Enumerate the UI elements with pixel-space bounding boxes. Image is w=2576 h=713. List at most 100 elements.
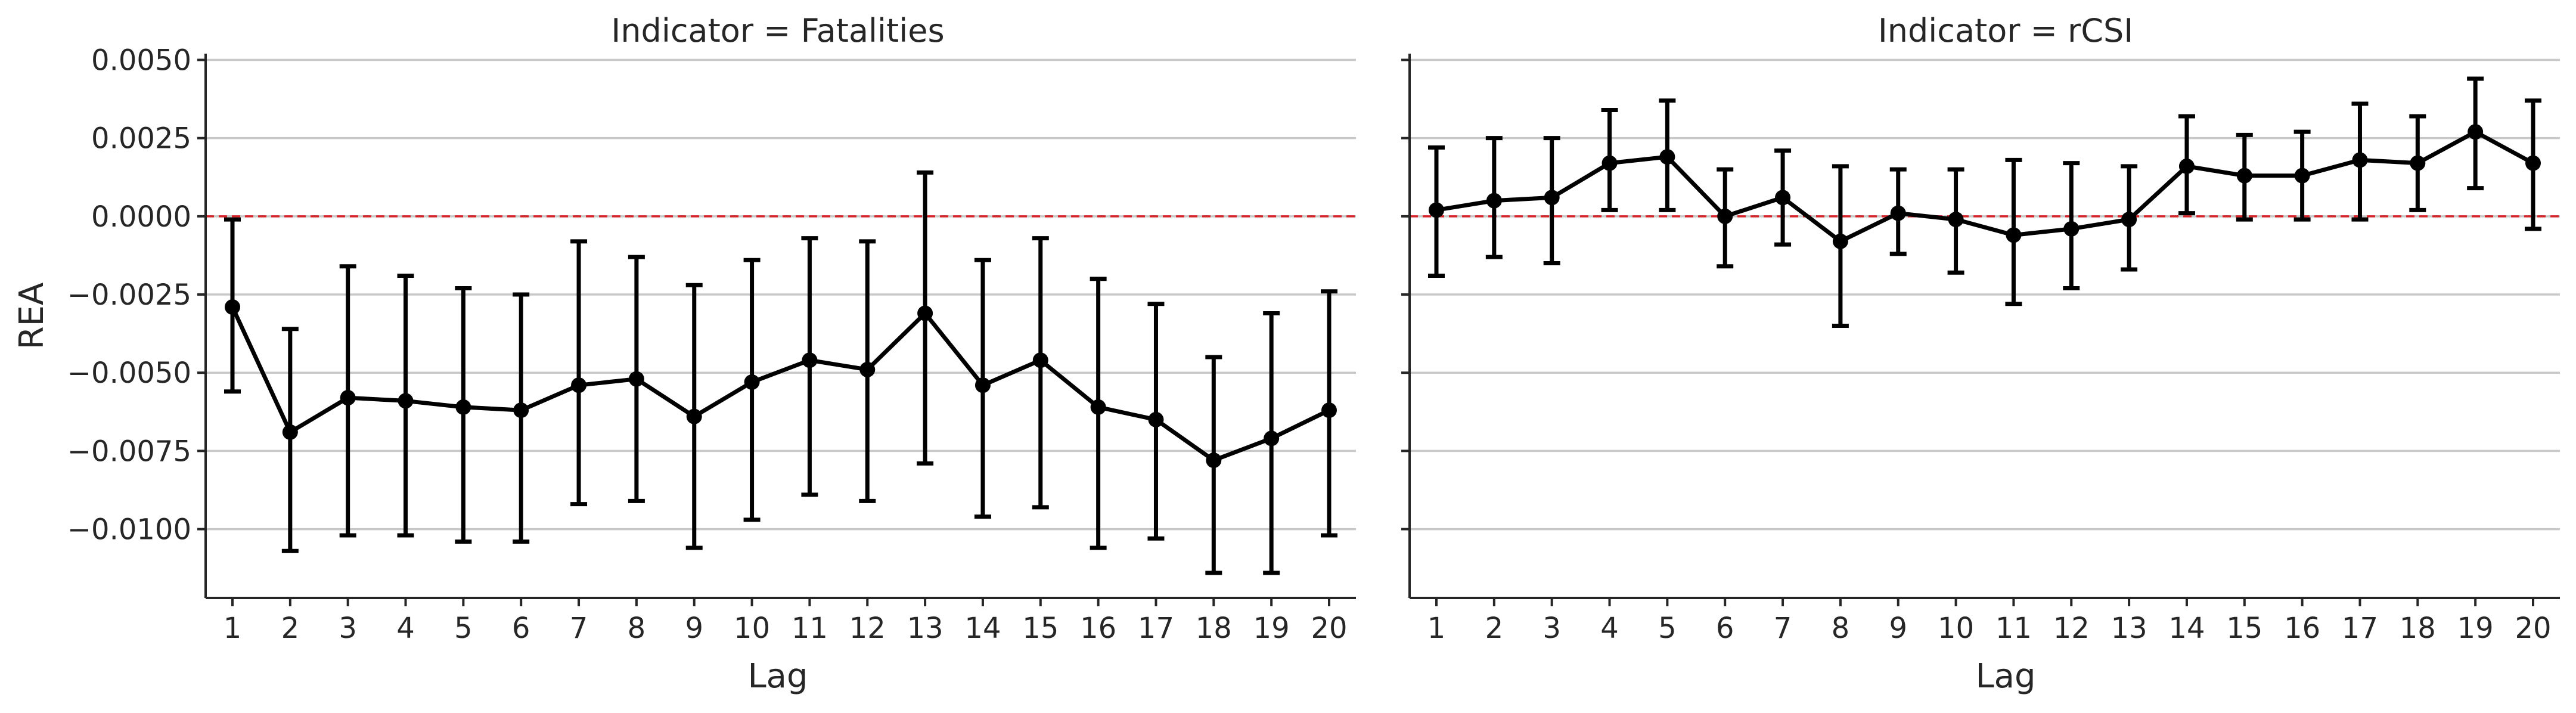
y-tick-label: 0.0025 — [91, 122, 191, 156]
x-tick-label: 18 — [1196, 612, 1232, 645]
y-tick-label: −0.0025 — [67, 278, 191, 312]
data-point — [513, 402, 529, 418]
x-tick-label: 17 — [1138, 612, 1174, 645]
data-point — [340, 390, 356, 406]
y-tick-label: −0.0075 — [67, 435, 191, 468]
x-tick-label: 15 — [2226, 612, 2262, 645]
x-tick-label: 19 — [1253, 612, 1290, 645]
x-tick-label: 17 — [2342, 612, 2378, 645]
data-point — [1486, 193, 1502, 209]
x-tick-label: 4 — [1600, 612, 1619, 645]
panel-fatalities: Indicator = Fatalities REA Lag 0.00500.0… — [13, 12, 1356, 696]
x-tick-label: 11 — [1995, 612, 2032, 645]
data-point — [282, 424, 298, 440]
data-point — [1429, 202, 1444, 218]
data-point — [802, 352, 818, 368]
data-point — [1890, 205, 1906, 221]
x-tick-label: 8 — [1832, 612, 1850, 645]
data-point — [1321, 402, 1337, 418]
data-point — [1148, 411, 1164, 427]
x-tick-label: 13 — [2111, 612, 2147, 645]
data-point — [2525, 155, 2541, 171]
x-tick-label: 3 — [1543, 612, 1561, 645]
x-tick-label: 3 — [339, 612, 357, 645]
x-tick-label: 6 — [1716, 612, 1734, 645]
gridlines: 0.0050 0.0025 0.0000 −0.0025 −0.0050 −0.0075 −… — [67, 44, 1356, 547]
x-tick-label: 14 — [964, 612, 1001, 645]
series-line — [1436, 129, 2534, 244]
x-tick-label: 13 — [907, 612, 944, 645]
series-line — [230, 306, 1330, 463]
x-tick-label: 11 — [792, 612, 828, 645]
data-point — [1775, 190, 1791, 206]
data-point — [1717, 208, 1733, 224]
x-tick-label: 10 — [1938, 612, 1974, 645]
y-tick-label: 0.0000 — [91, 200, 191, 234]
data-point — [628, 371, 644, 387]
panel-rcsi: Indicator = rCSI Lag 1 2 3 4 5 6 7 8 9 10 11 12 13 14… — [1401, 12, 2560, 696]
y-tick-label: −0.0050 — [67, 356, 191, 390]
x-tick-label: 18 — [2400, 612, 2436, 645]
data-point — [1832, 233, 1848, 249]
data-point — [225, 299, 240, 315]
series — [224, 170, 1337, 575]
data-point — [1602, 155, 1618, 171]
x-tick-label: 1 — [1427, 612, 1446, 645]
data-point — [2121, 212, 2137, 228]
x-tick-label: 14 — [2168, 612, 2205, 645]
x-axis-label-fatalities: Lag — [747, 657, 808, 696]
data-point — [2236, 168, 2252, 184]
x-tick-label: 10 — [734, 612, 770, 645]
x-axis-label-rcsi: Lag — [1975, 657, 2035, 696]
x-tick-label: 5 — [1658, 612, 1677, 645]
panel-title-rcsi: Indicator = rCSI — [1878, 12, 2133, 49]
data-point — [455, 399, 471, 415]
data-point — [1032, 352, 1048, 368]
x-tick-label: 12 — [2053, 612, 2090, 645]
data-point — [1090, 399, 1106, 415]
x-tick-label: 2 — [1485, 612, 1504, 645]
x-tick-label: 9 — [1889, 612, 1907, 645]
data-point — [2006, 227, 2022, 243]
x-tick-label: 5 — [454, 612, 473, 645]
panel-title-fatalities: Indicator = Fatalities — [611, 12, 944, 49]
x-tick-label: 19 — [2457, 612, 2494, 645]
gridlines — [1401, 58, 2560, 531]
data-point — [859, 361, 876, 377]
y-tick-label: −0.0100 — [67, 513, 191, 547]
x-tick-label: 12 — [849, 612, 886, 645]
data-point — [917, 305, 933, 321]
x-tick-label: 9 — [685, 612, 703, 645]
x-tick-label: 6 — [512, 612, 530, 645]
data-point — [1544, 190, 1560, 206]
x-tick-label: 7 — [570, 612, 588, 645]
data-point — [2178, 158, 2195, 174]
x-tick-label: 2 — [281, 612, 300, 645]
x-tick-label: 4 — [396, 612, 415, 645]
data-point — [1659, 149, 1675, 165]
data-point — [1206, 452, 1222, 469]
x-tick-label: 8 — [628, 612, 646, 645]
data-point — [2063, 221, 2080, 237]
x-tick-label: 15 — [1022, 612, 1059, 645]
x-tick-label: 20 — [1311, 612, 1347, 645]
data-point — [744, 374, 760, 390]
series — [1428, 76, 2541, 328]
y-axis-label: REA — [13, 283, 51, 350]
data-point — [2352, 152, 2368, 168]
data-point — [2294, 168, 2310, 184]
data-point — [2410, 155, 2426, 171]
x-tick-label: 7 — [1774, 612, 1792, 645]
data-point — [2468, 124, 2484, 140]
x-tick-label: 16 — [1080, 612, 1116, 645]
data-point — [686, 408, 702, 424]
x-tick-label: 20 — [2515, 612, 2551, 645]
x-tick-label: 16 — [2284, 612, 2320, 645]
data-point — [1264, 430, 1280, 447]
data-point — [1948, 212, 1964, 228]
data-point — [398, 393, 414, 409]
y-tick-label: 0.0050 — [91, 44, 191, 77]
data-point — [974, 377, 991, 393]
x-tick-label: 1 — [224, 612, 242, 645]
